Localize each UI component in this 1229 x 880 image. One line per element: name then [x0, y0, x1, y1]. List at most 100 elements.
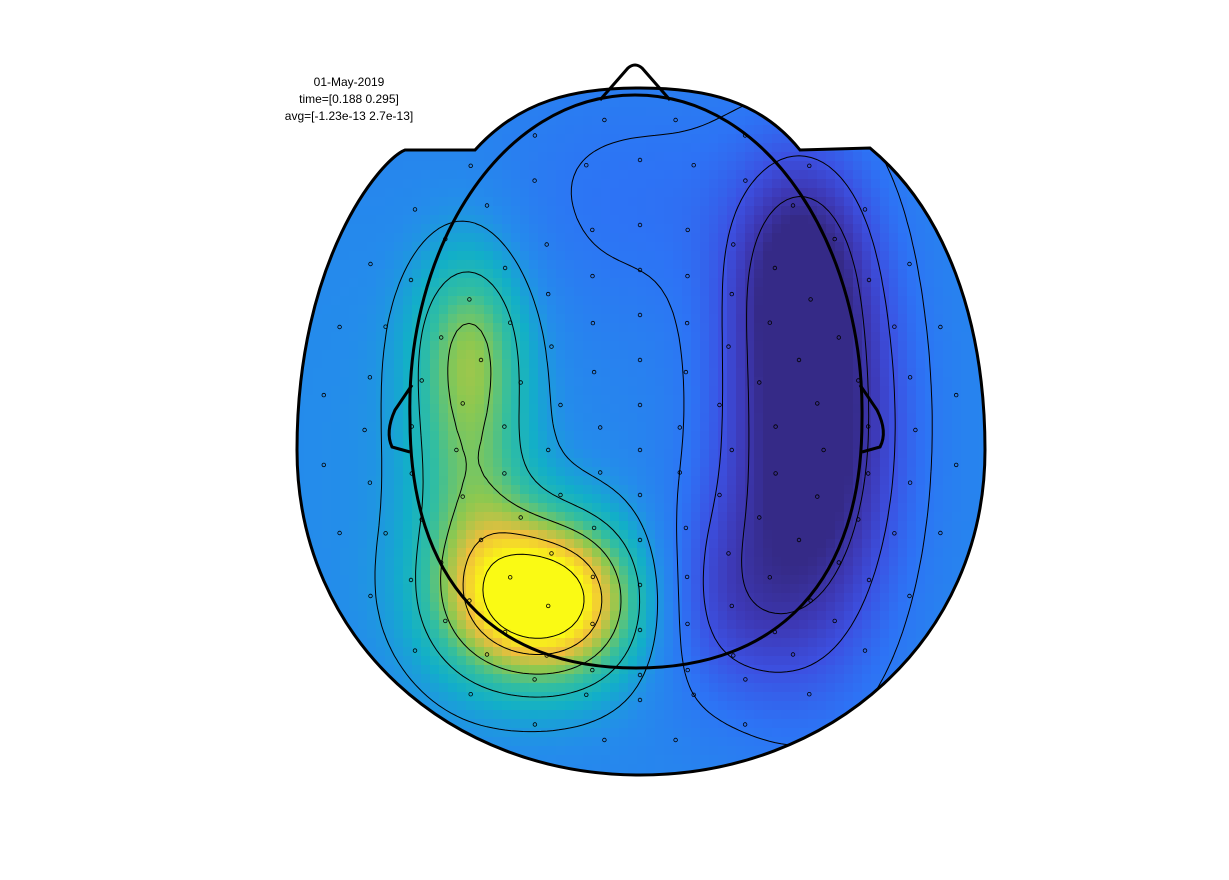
heatmap-cell	[988, 251, 998, 261]
heatmap-cell	[862, 404, 872, 414]
heatmap-cell	[313, 377, 323, 387]
heatmap-cell	[727, 88, 737, 90]
heatmap-cell	[592, 629, 602, 639]
heatmap-cell	[297, 98, 305, 108]
heatmap-cell	[799, 296, 809, 306]
heatmap-cell	[475, 377, 485, 387]
heatmap-cell	[448, 197, 458, 207]
heatmap-cell	[889, 242, 899, 252]
heatmap-cell	[457, 224, 467, 234]
heatmap-cell	[754, 521, 764, 531]
heatmap-cell	[592, 332, 602, 342]
heatmap-cell	[331, 503, 341, 513]
heatmap-cell	[718, 242, 728, 252]
heatmap-cell	[727, 602, 737, 612]
heatmap-cell	[646, 431, 656, 441]
heatmap-cell	[457, 233, 467, 243]
heatmap-cell	[835, 332, 845, 342]
heatmap-cell	[925, 269, 935, 279]
heatmap-cell	[439, 476, 449, 486]
heatmap-cell	[691, 296, 701, 306]
heatmap-cell	[376, 575, 386, 585]
heatmap-cell	[592, 161, 602, 171]
heatmap-cell	[700, 377, 710, 387]
heatmap-cell	[871, 215, 881, 225]
heatmap-cell	[871, 323, 881, 333]
heatmap-cell	[925, 620, 935, 630]
heatmap-cell	[565, 629, 575, 639]
heatmap-cell	[961, 269, 971, 279]
heatmap-cell	[331, 305, 341, 315]
heatmap-cell	[808, 359, 818, 369]
heatmap-cell	[925, 197, 935, 207]
heatmap-cell	[538, 566, 548, 576]
heatmap-cell	[583, 638, 593, 648]
heatmap-cell	[601, 251, 611, 261]
heatmap-cell	[763, 440, 773, 450]
heatmap-cell	[297, 629, 305, 639]
heatmap-cell	[619, 377, 629, 387]
heatmap-cell	[547, 575, 557, 585]
heatmap-cell	[502, 584, 512, 594]
heatmap-cell	[763, 359, 773, 369]
heatmap-cell	[403, 413, 413, 423]
heatmap-cell	[799, 188, 809, 198]
heatmap-cell	[529, 539, 539, 549]
heatmap-cell	[430, 179, 440, 189]
heatmap-cell	[637, 557, 647, 567]
heatmap-cell	[439, 530, 449, 540]
heatmap-cell	[907, 593, 917, 603]
heatmap-cell	[844, 620, 854, 630]
heatmap-cell	[880, 602, 890, 612]
heatmap-cell	[430, 323, 440, 333]
heatmap-cell	[898, 449, 908, 459]
heatmap-cell	[511, 395, 521, 405]
heatmap-cell	[637, 287, 647, 297]
heatmap-cell	[601, 152, 611, 162]
heatmap-cell	[403, 647, 413, 657]
heatmap-cell	[898, 98, 908, 108]
heatmap-cell	[691, 530, 701, 540]
heatmap-cell	[592, 188, 602, 198]
heatmap-cell	[403, 557, 413, 567]
heatmap-cell	[970, 584, 980, 594]
heatmap-cell	[385, 413, 395, 423]
heatmap-cell	[880, 494, 890, 504]
heatmap-cell	[709, 179, 719, 189]
heatmap-cell	[718, 458, 728, 468]
heatmap-cell	[529, 170, 539, 180]
heatmap-cell	[601, 476, 611, 486]
heatmap-cell	[844, 611, 854, 621]
heatmap-cell	[880, 404, 890, 414]
heatmap-cell	[520, 296, 530, 306]
heatmap-cell	[853, 197, 863, 207]
heatmap-cell	[297, 440, 305, 450]
heatmap-cell	[934, 485, 944, 495]
heatmap-cell	[313, 341, 323, 351]
heatmap-cell	[853, 575, 863, 585]
heatmap-cell	[835, 377, 845, 387]
heatmap-cell	[394, 206, 404, 216]
heatmap-cell	[412, 413, 422, 423]
heatmap-cell	[376, 170, 386, 180]
heatmap-cell	[538, 89, 548, 99]
heatmap-cell	[862, 566, 872, 576]
heatmap-cell	[466, 404, 476, 414]
heatmap-cell	[799, 206, 809, 216]
heatmap-cell	[907, 215, 917, 225]
heatmap-cell	[925, 440, 935, 450]
heatmap-cell	[952, 638, 962, 648]
heatmap-cell	[745, 323, 755, 333]
heatmap-cell	[619, 224, 629, 234]
heatmap-cell	[520, 170, 530, 180]
heatmap-cell	[538, 350, 548, 360]
heatmap-cell	[853, 296, 863, 306]
heatmap-cell	[673, 521, 683, 531]
heatmap-cell	[736, 557, 746, 567]
heatmap-cell	[583, 575, 593, 585]
heatmap-cell	[610, 332, 620, 342]
heatmap-cell	[682, 476, 692, 486]
heatmap-cell	[547, 458, 557, 468]
heatmap-cell	[349, 107, 359, 117]
heatmap-cell	[925, 188, 935, 198]
